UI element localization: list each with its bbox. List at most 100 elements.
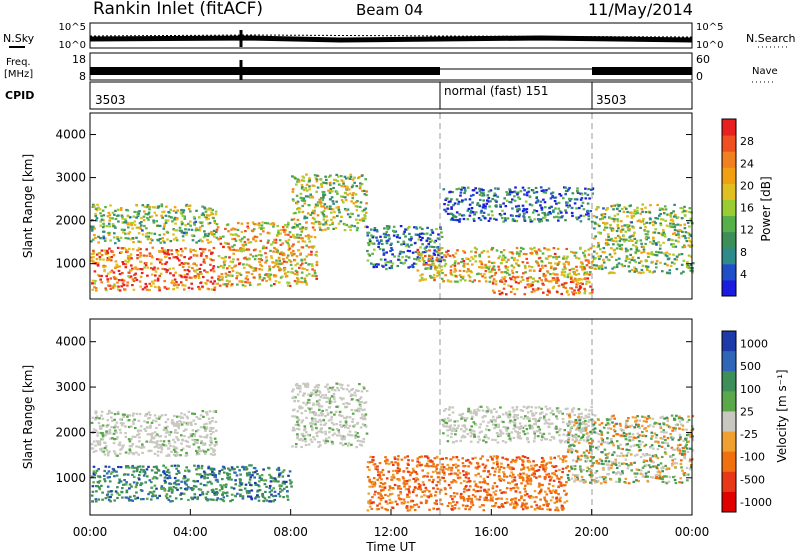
- power-cell: [562, 257, 565, 260]
- power-cell: [672, 243, 675, 246]
- power-cell: [598, 224, 601, 228]
- velocity-cell: [520, 475, 524, 478]
- power-cell: [626, 224, 630, 227]
- power-cell: [94, 287, 98, 290]
- power-cell: [267, 269, 271, 272]
- power-cell: [434, 239, 438, 242]
- velocity-cell: [330, 421, 334, 424]
- velocity-cell: [405, 482, 409, 485]
- velocity-cell: [396, 464, 400, 467]
- power-cell: [461, 277, 465, 280]
- power-cell: [630, 214, 634, 217]
- power-cell: [571, 280, 575, 284]
- power-cell: [593, 221, 597, 224]
- velocity-cell: [285, 485, 289, 488]
- power-cell: [100, 249, 104, 252]
- velocity-cell: [134, 486, 138, 489]
- power-cell: [586, 193, 590, 196]
- power-cell: [408, 225, 411, 228]
- velocity-cell: [375, 508, 379, 511]
- power-cell: [159, 241, 163, 244]
- velocity-cell: [174, 497, 178, 500]
- power-cell: [564, 209, 567, 212]
- power-cell: [620, 225, 624, 228]
- velocity-cell: [388, 498, 392, 501]
- velocity-cell: [465, 473, 468, 476]
- power-colorbar-swatch: [722, 199, 736, 217]
- power-cell: [109, 204, 112, 207]
- power-cell: [367, 243, 371, 247]
- velocity-cell: [98, 479, 102, 483]
- power-cell: [536, 261, 539, 264]
- velocity-cell: [184, 428, 187, 431]
- velocity-cell: [239, 495, 242, 498]
- power-cell: [593, 237, 596, 240]
- power-cell: [212, 246, 216, 250]
- velocity-cell: [437, 507, 441, 510]
- power-cell: [143, 286, 147, 289]
- power-cell: [215, 236, 219, 239]
- power-cell: [293, 280, 297, 283]
- power-cell: [564, 286, 568, 289]
- power-cell: [266, 241, 270, 244]
- velocity-cell: [338, 434, 342, 437]
- power-cell: [327, 189, 330, 192]
- power-cell: [470, 250, 473, 253]
- power-cell: [223, 263, 226, 267]
- power-cell: [310, 250, 313, 253]
- power-cell: [547, 187, 551, 190]
- power-cell: [222, 266, 225, 269]
- power-cell: [397, 255, 401, 258]
- power-cell: [476, 202, 480, 205]
- power-cell: [570, 250, 573, 253]
- power-cell: [375, 265, 378, 268]
- power-cell: [577, 282, 580, 285]
- power-cell: [145, 288, 149, 291]
- power-cell: [689, 263, 693, 266]
- velocity-cell: [411, 490, 415, 494]
- power-cell: [443, 254, 446, 257]
- velocity-cell: [260, 477, 263, 480]
- power-cell: [672, 222, 675, 226]
- power-cell: [380, 242, 384, 246]
- power-colorbar-label: Power [dB]: [759, 176, 773, 241]
- power-cell: [307, 234, 310, 237]
- cpid-label: CPID: [5, 89, 34, 102]
- velocity-cell: [191, 488, 194, 492]
- velocity-cell: [267, 496, 271, 499]
- power-cell: [181, 222, 184, 225]
- velocity-cell: [357, 401, 361, 404]
- velocity-cell: [94, 449, 98, 452]
- power-cell: [583, 192, 587, 195]
- power-cell: [570, 206, 574, 209]
- power-cell: [575, 269, 579, 272]
- power-cell: [299, 253, 302, 256]
- power-cell: [116, 235, 119, 239]
- power-cell: [433, 253, 437, 256]
- power-cell: [286, 241, 289, 244]
- velocity-cell: [183, 475, 186, 478]
- velocity-cell: [127, 438, 131, 441]
- velocity-cell: [299, 387, 302, 390]
- power-cell: [552, 209, 555, 212]
- power-cell: [94, 279, 97, 283]
- velocity-cell: [241, 495, 245, 498]
- power-cell: [537, 248, 541, 251]
- power-cell: [151, 239, 154, 242]
- velocity-cell: [170, 421, 174, 424]
- velocity-cell: [335, 423, 338, 426]
- velocity-cell: [196, 480, 199, 483]
- power-cell: [675, 233, 678, 237]
- power-cell: [300, 199, 304, 202]
- velocity-cell: [203, 436, 206, 439]
- velocity-cell: [315, 384, 318, 387]
- velocity-cell: [358, 443, 362, 446]
- velocity-cell: [132, 470, 136, 473]
- power-cell: [534, 279, 537, 283]
- power-cell: [258, 283, 262, 286]
- velocity-cell: [430, 495, 433, 498]
- power-cell: [449, 265, 453, 268]
- power-cell: [514, 186, 517, 189]
- power-cell: [456, 249, 459, 252]
- velocity-cell: [311, 419, 314, 422]
